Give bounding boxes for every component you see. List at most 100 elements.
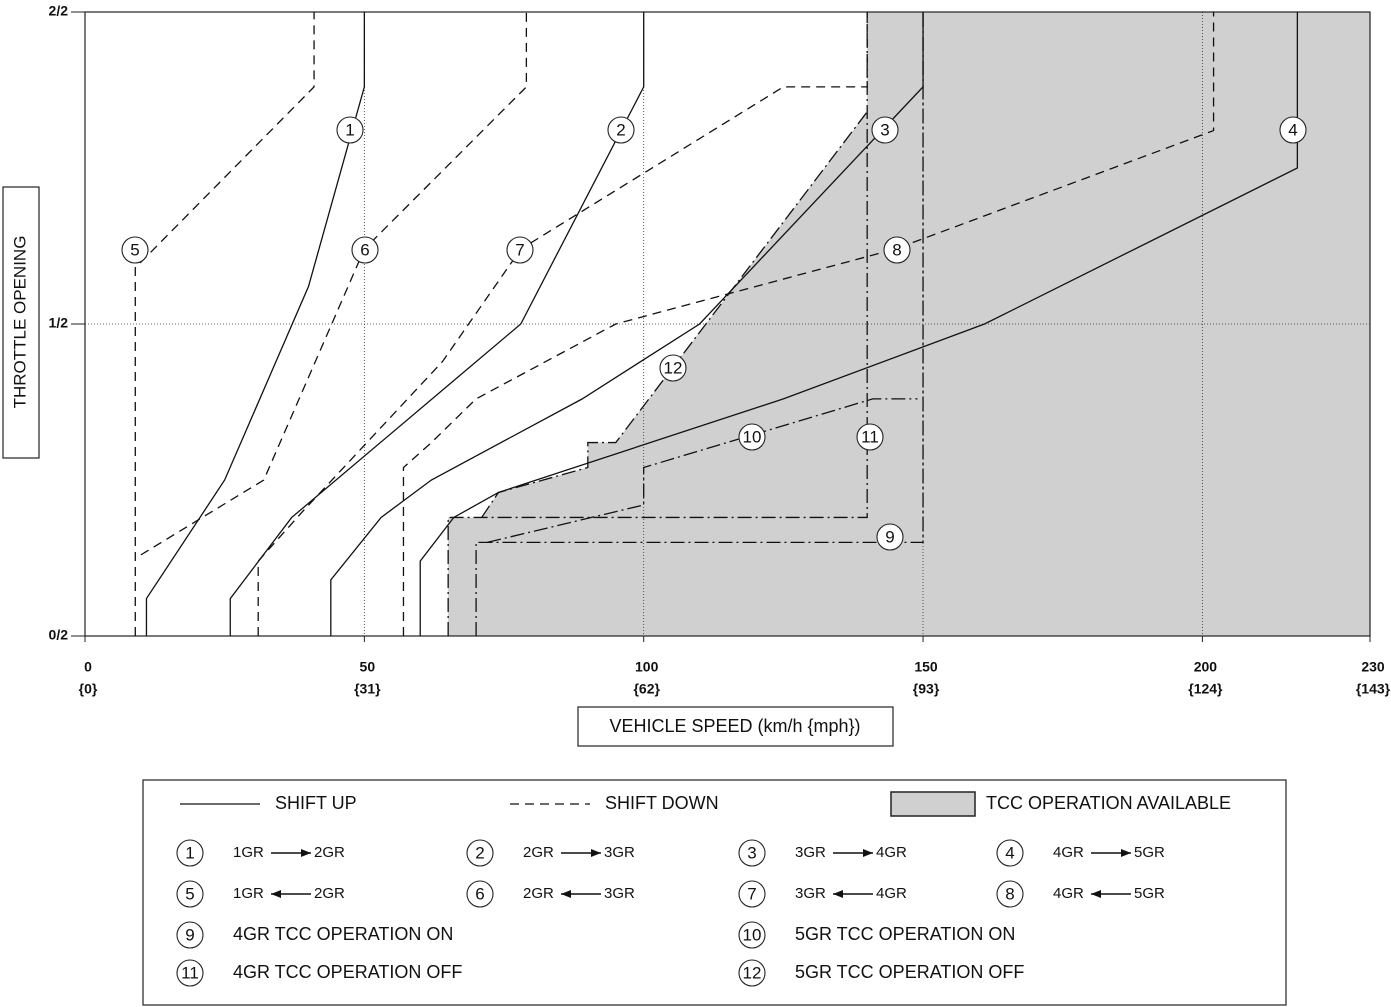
legend-arrowhead [301,849,311,857]
legend-swatch [890,791,976,817]
legend-text: 5GR TCC OPERATION OFF [795,962,1024,982]
x-tick-label: 0 [84,659,92,675]
x-tick-sublabel: {31} [354,681,381,697]
series-label: 4 [1288,120,1297,139]
y-tick-label: 1/2 [49,315,69,331]
legend-arrowhead [561,890,571,898]
y-label-box [2,186,40,459]
y-tick-label: 2/2 [49,3,69,19]
shift-line [145,12,365,636]
x-label-box [577,706,894,747]
tcc-area [448,12,1370,636]
x-tick-label: 100 [635,659,659,675]
series-label: 5 [130,240,139,259]
shift-line [229,12,645,636]
legend-to: 2GR [314,885,345,902]
legend-label: TCC OPERATION AVAILABLE [986,793,1231,813]
legend-arrowhead [271,890,281,898]
legend-to: 4GR [876,844,907,861]
shift-line [475,12,924,636]
legend-box [142,779,1287,1006]
legend-number: 1 [185,843,194,862]
legend-number-circle [176,921,204,949]
legend-to: 5GR [1134,844,1165,861]
x-axis-label: VEHICLE SPEED (km/h {mph}) [609,716,860,736]
legend-from: 1GR [233,844,264,861]
legend-number-circle [176,880,204,908]
legend-to: 4GR [876,885,907,902]
legend-number-circle [738,880,766,908]
series-label-circle [738,423,766,451]
shift-line [481,111,868,518]
legend-number: 10 [743,925,762,944]
legend-number-circle [738,921,766,949]
legend-from: 4GR [1053,885,1084,902]
series-label-circle [856,423,884,451]
series-label: 1 [345,120,354,139]
legend-number-circle [738,839,766,867]
legend-number: 2 [475,843,484,862]
legend-number: 7 [747,884,756,903]
legend-number: 4 [1005,843,1014,862]
legend-from: 1GR [233,885,264,902]
x-tick-sublabel: {62} [633,681,660,697]
legend-text: 4GR TCC OPERATION ON [233,924,453,944]
legend-number-circle [996,880,1024,908]
series-label-circle [506,236,534,264]
legend-label: SHIFT DOWN [605,793,719,813]
series-label-circle [876,523,904,551]
legend-to: 5GR [1134,885,1165,902]
series-label: 6 [360,240,369,259]
x-tick-label: 150 [914,659,938,675]
legend-number: 8 [1005,884,1014,903]
legend-number-circle [466,839,494,867]
legend-number: 11 [181,963,199,982]
shift-line [419,12,1299,636]
y-axis-label: THROTTLE OPENING [10,236,29,409]
plot-frame [84,11,1371,637]
legend-label: SHIFT UP [275,793,357,813]
legend-number: 6 [475,884,484,903]
legend-from: 2GR [523,885,554,902]
legend-number: 9 [185,925,194,944]
legend-number: 5 [185,884,194,903]
legend-to: 3GR [604,844,635,861]
x-tick-sublabel: {124} [1188,681,1223,697]
series-label-circle [871,116,899,144]
x-tick-label: 230 [1361,659,1385,675]
series-label-circle [607,116,635,144]
series-label: 3 [880,120,889,139]
series-label: 9 [885,527,894,546]
series-label: 2 [616,120,625,139]
series-label: 12 [664,358,683,377]
shift-line [402,12,1215,636]
series-label: 11 [861,427,879,446]
series-label: 7 [515,240,524,259]
shift-line [134,12,315,636]
series-label-circle [336,116,364,144]
legend-arrowhead [833,890,843,898]
legend-number-circle [996,839,1024,867]
series-label-circle [1279,116,1307,144]
shift-line [257,12,868,636]
x-tick-sublabel: {93} [913,681,940,697]
x-tick-sublabel: {143} [1356,681,1391,697]
series-label-circle [121,236,149,264]
legend-number: 3 [747,843,756,862]
legend-number: 12 [743,963,762,982]
legend-number-circle [176,839,204,867]
x-tick-sublabel: {0} [79,681,98,697]
legend-arrowhead [863,849,873,857]
legend-text: 5GR TCC OPERATION ON [795,924,1015,944]
legend-text: 4GR TCC OPERATION OFF [233,962,462,982]
x-tick-label: 50 [360,659,376,675]
legend-from: 2GR [523,844,554,861]
x-tick-label: 200 [1194,659,1218,675]
series-label-circle [659,354,687,382]
shift-line [140,12,528,556]
legend-to: 2GR [314,844,345,861]
legend-number-circle [466,880,494,908]
legend-number-circle [738,959,766,987]
